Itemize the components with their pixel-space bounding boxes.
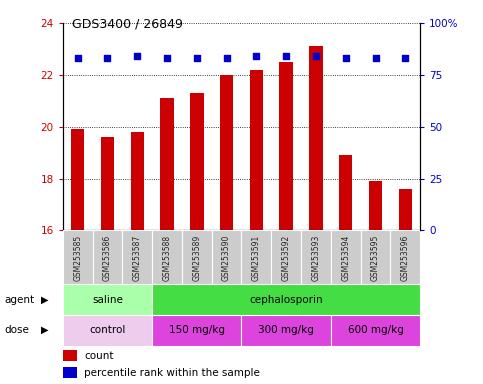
Text: control: control <box>89 325 126 335</box>
Bar <box>160 98 174 230</box>
Point <box>223 55 230 61</box>
Bar <box>152 284 420 315</box>
Text: ▶: ▶ <box>41 325 49 335</box>
Text: GSM253595: GSM253595 <box>371 235 380 281</box>
Point <box>282 53 290 59</box>
Text: 300 mg/kg: 300 mg/kg <box>258 325 314 335</box>
Text: dose: dose <box>5 325 30 335</box>
Text: GSM253589: GSM253589 <box>192 235 201 281</box>
Bar <box>361 230 390 284</box>
Text: GSM253593: GSM253593 <box>312 235 320 281</box>
Point <box>342 55 350 61</box>
Point <box>253 53 260 59</box>
Point <box>163 55 171 61</box>
Text: ▶: ▶ <box>41 295 49 305</box>
Text: agent: agent <box>5 295 35 305</box>
Point <box>104 55 112 61</box>
Text: count: count <box>84 351 114 361</box>
Point <box>401 55 409 61</box>
Bar <box>390 230 420 284</box>
Bar <box>71 129 85 230</box>
Point <box>193 55 201 61</box>
Bar <box>271 230 301 284</box>
Text: GSM253586: GSM253586 <box>103 235 112 281</box>
Text: GSM253596: GSM253596 <box>401 235 410 281</box>
Text: 600 mg/kg: 600 mg/kg <box>348 325 403 335</box>
Bar <box>398 189 412 230</box>
Point <box>312 53 320 59</box>
Text: GSM253594: GSM253594 <box>341 235 350 281</box>
Bar <box>369 181 382 230</box>
Text: 150 mg/kg: 150 mg/kg <box>169 325 225 335</box>
Bar <box>190 93 203 230</box>
Bar <box>331 315 420 346</box>
Bar <box>212 230 242 284</box>
Text: GSM253585: GSM253585 <box>73 235 82 281</box>
Bar <box>339 155 353 230</box>
Text: cephalosporin: cephalosporin <box>249 295 323 305</box>
Bar <box>152 230 182 284</box>
Bar <box>220 75 233 230</box>
Bar <box>242 315 331 346</box>
Point <box>372 55 380 61</box>
Bar <box>63 230 93 284</box>
Text: GSM253590: GSM253590 <box>222 235 231 281</box>
Text: GSM253588: GSM253588 <box>163 235 171 281</box>
Bar <box>250 70 263 230</box>
Text: percentile rank within the sample: percentile rank within the sample <box>84 368 260 378</box>
Bar <box>101 137 114 230</box>
Bar <box>309 46 323 230</box>
Bar <box>122 230 152 284</box>
Bar <box>242 230 271 284</box>
Bar <box>63 284 152 315</box>
Text: GSM253592: GSM253592 <box>282 235 291 281</box>
Bar <box>93 230 122 284</box>
Bar <box>331 230 361 284</box>
Text: saline: saline <box>92 295 123 305</box>
Bar <box>63 315 152 346</box>
Text: GSM253587: GSM253587 <box>133 235 142 281</box>
Bar <box>152 315 242 346</box>
Bar <box>182 230 212 284</box>
Text: GDS3400 / 26849: GDS3400 / 26849 <box>72 17 184 30</box>
Bar <box>301 230 331 284</box>
Point <box>133 53 141 59</box>
Bar <box>130 132 144 230</box>
Bar <box>63 367 77 378</box>
Text: GSM253591: GSM253591 <box>252 235 261 281</box>
Bar <box>280 62 293 230</box>
Bar <box>63 350 77 361</box>
Point <box>74 55 82 61</box>
